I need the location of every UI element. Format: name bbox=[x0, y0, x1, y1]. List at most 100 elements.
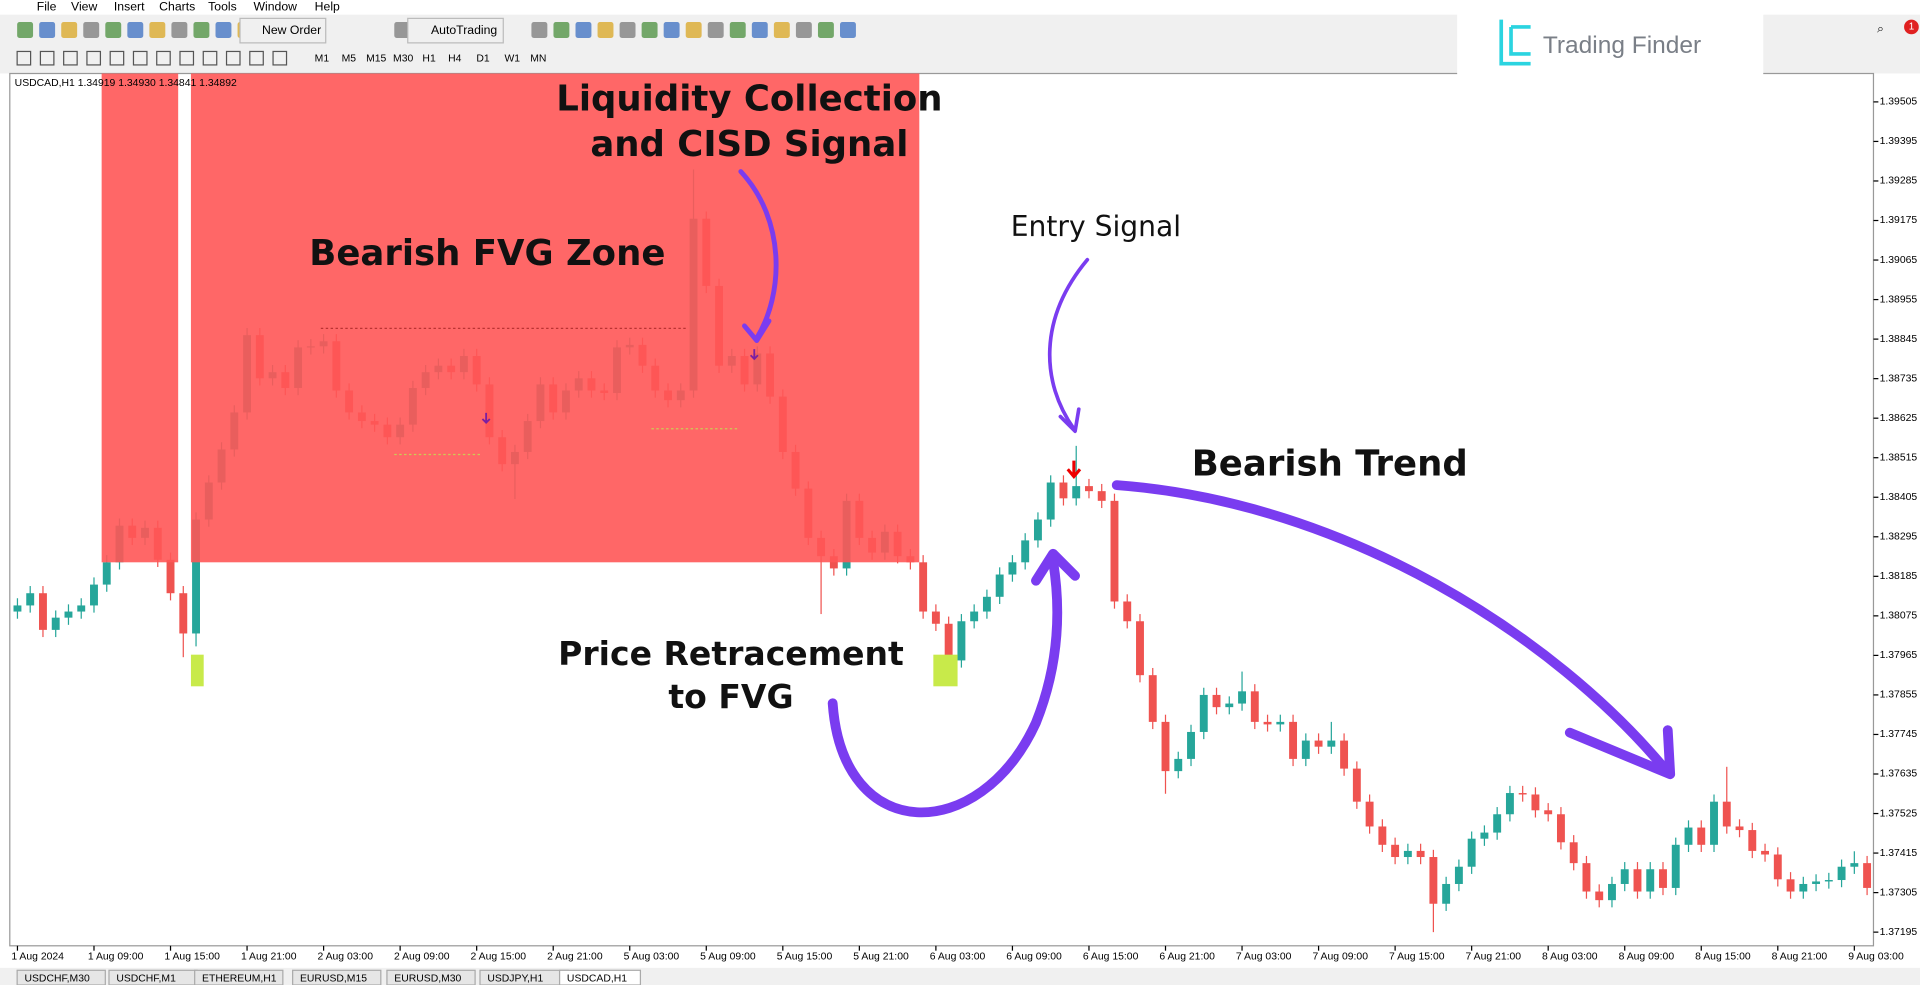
y-tick-label: 1.37305 bbox=[1880, 887, 1918, 898]
candle-body bbox=[995, 574, 1004, 597]
tool-icon[interactable] bbox=[202, 50, 218, 66]
tool-icon[interactable] bbox=[39, 50, 55, 66]
candle-body bbox=[1263, 721, 1272, 725]
toolbar-icon[interactable] bbox=[685, 22, 702, 38]
candle-body bbox=[1403, 850, 1412, 858]
annotation: to FVG bbox=[668, 677, 793, 716]
tool-icon[interactable] bbox=[272, 50, 288, 66]
candle-body bbox=[1824, 880, 1833, 882]
toolbar-icon[interactable] bbox=[729, 22, 746, 38]
candle-body bbox=[26, 593, 35, 606]
menu-item[interactable]: Help bbox=[315, 0, 340, 14]
button-autotrading[interactable] bbox=[407, 17, 504, 44]
tool-icon[interactable] bbox=[132, 50, 148, 66]
toolbar-icon[interactable] bbox=[773, 22, 790, 38]
candle-body bbox=[1748, 830, 1757, 851]
brand-name: Trading Finder bbox=[1543, 32, 1701, 59]
x-tick-label: 8 Aug 21:00 bbox=[1772, 952, 1828, 963]
y-tick-label: 1.37965 bbox=[1880, 650, 1918, 661]
tool-icon[interactable] bbox=[156, 50, 171, 66]
menu-item[interactable]: View bbox=[71, 0, 97, 14]
candle-body bbox=[1161, 721, 1170, 772]
timeframe-button[interactable]: M5 bbox=[342, 54, 357, 65]
tool-icon[interactable] bbox=[179, 50, 195, 66]
toolbar-icon[interactable] bbox=[61, 22, 78, 38]
menu-item[interactable]: File bbox=[37, 0, 57, 14]
x-tick-label: 1 Aug 2024 bbox=[11, 952, 64, 963]
toolbar-icon[interactable] bbox=[193, 22, 210, 38]
timeframe-button[interactable]: D1 bbox=[476, 54, 490, 65]
tab[interactable] bbox=[386, 969, 476, 985]
toolbar-icon[interactable] bbox=[171, 22, 188, 38]
candle-body bbox=[1569, 842, 1578, 864]
toolbar-icon[interactable] bbox=[575, 22, 592, 38]
candle-body bbox=[1710, 801, 1718, 845]
menu-bar bbox=[0, 0, 1920, 15]
tool-icon[interactable] bbox=[86, 50, 102, 66]
candle-body bbox=[1174, 758, 1183, 772]
notification-badge[interactable] bbox=[1904, 19, 1919, 35]
toolbar-icon[interactable] bbox=[840, 22, 856, 38]
candle-body bbox=[13, 605, 22, 612]
toolbar-icon[interactable] bbox=[215, 22, 232, 38]
menu-item[interactable]: Charts bbox=[159, 0, 195, 14]
toolbar-icon[interactable] bbox=[641, 22, 658, 38]
menu-item[interactable]: Tools bbox=[208, 0, 237, 14]
candle-body bbox=[970, 611, 979, 622]
annotation: Bearish Trend bbox=[1192, 444, 1468, 485]
candle-body bbox=[1684, 827, 1693, 845]
tab[interactable] bbox=[558, 969, 642, 985]
tab[interactable] bbox=[16, 969, 106, 985]
menu-item[interactable]: Insert bbox=[114, 0, 145, 14]
timeframe-button[interactable]: MN bbox=[530, 54, 546, 65]
timeframe-button[interactable]: M1 bbox=[315, 54, 330, 65]
toolbar-icon[interactable] bbox=[707, 22, 724, 38]
toolbar-icon[interactable] bbox=[597, 22, 614, 38]
menu-item[interactable]: Window bbox=[253, 0, 297, 14]
toolbar-icon[interactable] bbox=[83, 22, 100, 38]
annotation: Price Retracement bbox=[558, 634, 904, 673]
tool-icon[interactable] bbox=[249, 50, 264, 66]
target-box bbox=[190, 654, 204, 687]
toolbar-icon[interactable] bbox=[149, 22, 166, 38]
candle-body bbox=[1327, 740, 1336, 747]
candle-body bbox=[1072, 486, 1081, 499]
tool-icon[interactable] bbox=[225, 50, 241, 66]
timeframe-button[interactable]: M30 bbox=[393, 54, 413, 65]
toolbar-icon[interactable] bbox=[795, 22, 812, 38]
search-icon[interactable]: ⌕ bbox=[1877, 22, 1884, 36]
toolbar-icon[interactable] bbox=[39, 22, 56, 38]
toolbar-icon[interactable] bbox=[751, 22, 768, 38]
tab[interactable] bbox=[292, 969, 382, 985]
toolbar-icon[interactable] bbox=[817, 22, 834, 38]
y-tick-label: 1.38515 bbox=[1880, 452, 1918, 463]
candle-body bbox=[1735, 826, 1744, 831]
toolbar-icon[interactable] bbox=[105, 22, 122, 38]
toolbar-icon[interactable] bbox=[394, 22, 411, 38]
tool-icon[interactable] bbox=[16, 50, 32, 66]
tool-icon[interactable] bbox=[63, 50, 78, 66]
candle-body bbox=[1059, 482, 1068, 499]
x-tick-label: 1 Aug 15:00 bbox=[164, 952, 220, 963]
toolbar-icon[interactable] bbox=[619, 22, 636, 38]
candle-body bbox=[1085, 486, 1093, 492]
arrowhead bbox=[1031, 548, 1080, 586]
timeframe-button[interactable]: M15 bbox=[366, 54, 386, 65]
timeframe-button[interactable]: H4 bbox=[448, 54, 462, 65]
tab[interactable] bbox=[194, 969, 284, 985]
toolbar-icon[interactable] bbox=[17, 22, 34, 38]
arrow bbox=[1111, 480, 1671, 775]
candle-body bbox=[1314, 740, 1323, 747]
candle-body bbox=[1442, 883, 1451, 904]
timeframe-button[interactable]: W1 bbox=[504, 54, 520, 65]
toolbar-icon[interactable] bbox=[663, 22, 680, 38]
toolbar-icon[interactable] bbox=[553, 22, 570, 38]
button-new-order[interactable] bbox=[239, 17, 327, 44]
toolbar-icon[interactable] bbox=[531, 22, 548, 38]
tool-icon[interactable] bbox=[109, 50, 125, 66]
toolbar-icon[interactable] bbox=[127, 22, 144, 38]
arrowhead bbox=[1564, 725, 1676, 780]
y-tick-label: 1.38185 bbox=[1880, 571, 1918, 582]
timeframe-button[interactable]: H1 bbox=[422, 54, 436, 65]
candle-body bbox=[1454, 866, 1463, 884]
